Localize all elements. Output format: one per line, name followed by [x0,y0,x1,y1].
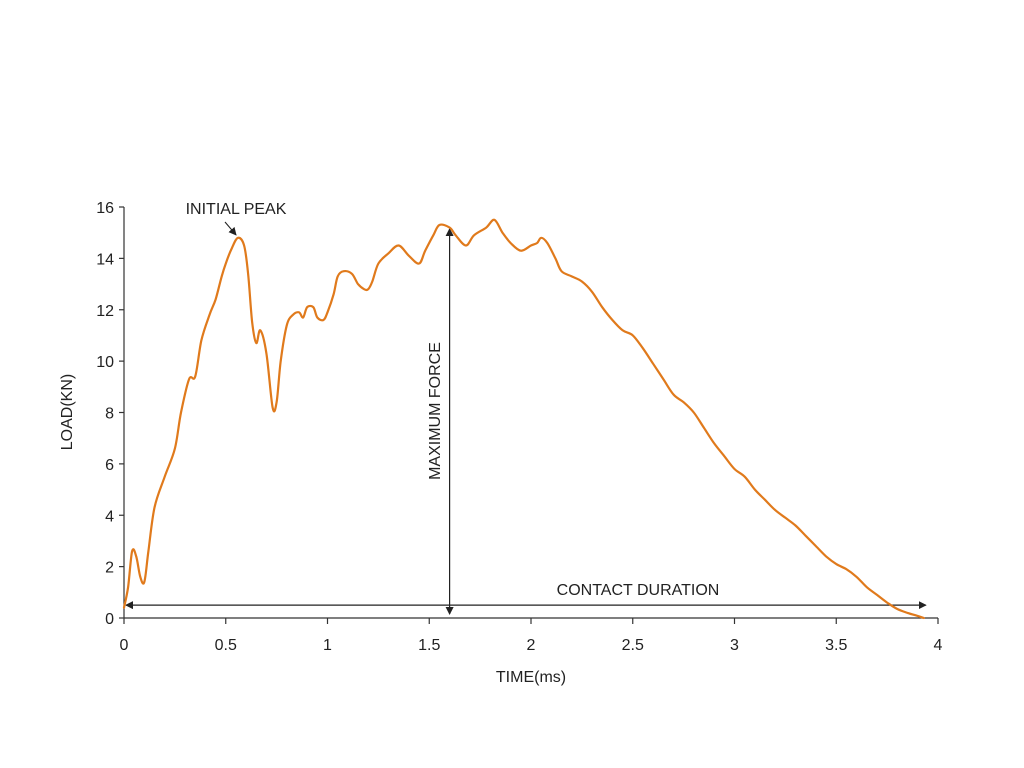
x-tick-label: 1 [323,637,332,654]
x-tick-label: 2.5 [622,637,644,654]
x-tick-label: 2 [527,637,536,654]
x-tick-label: 4 [934,637,943,654]
initial-peak-label: INITIAL PEAK [186,201,287,218]
x-axis: 0 0.5 1 1.5 2 2.5 3 3.5 4 [120,617,943,654]
y-tick-label: 6 [105,457,114,474]
y-tick-label: 16 [96,200,114,217]
initial-peak-pointer [224,221,237,236]
y-tick-label: 2 [105,560,114,577]
series-line-load [122,218,925,620]
x-tick-label: 0 [120,637,129,654]
y-tick-label: 12 [96,303,114,320]
x-tick-label: 3.5 [825,637,847,654]
contact-duration-label: CONTACT DURATION [557,582,720,599]
y-axis: 0 2 4 6 8 10 12 14 16 [96,200,125,628]
y-tick-label: 10 [96,354,114,371]
y-tick-label: 14 [96,251,114,268]
x-tick-label: 1.5 [418,637,440,654]
y-axis-title: LOAD(KN) [59,374,76,450]
x-tick-label: 3 [730,637,739,654]
x-tick-label: 0.5 [215,637,237,654]
y-tick-label: 4 [105,508,114,525]
x-axis-title: TIME(ms) [496,669,566,686]
annotations: MAXIMUM FORCE CONTACT DURATION INITIAL P… [125,201,927,615]
y-tick-label: 0 [105,611,114,628]
maximum-force-label: MAXIMUM FORCE [427,342,444,480]
y-tick-label: 8 [105,406,114,423]
